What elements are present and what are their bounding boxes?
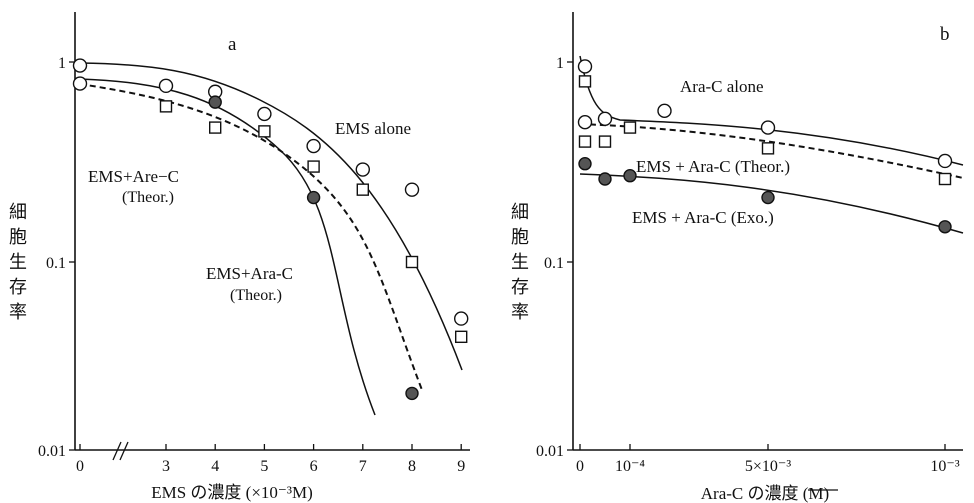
y-ticks-b: 0.01 0.1 1 <box>536 55 573 460</box>
data-point-square <box>159 100 173 113</box>
y-tick-label: 0.1 <box>544 255 564 272</box>
y-axis-label-char: 細 <box>511 202 529 222</box>
data-point-open-circle <box>454 311 469 326</box>
y-tick-label: 1 <box>58 55 66 72</box>
x-tick-label: 5×10⁻³ <box>745 458 791 475</box>
y-axis-label-char: 率 <box>511 302 529 322</box>
x-axis-label-a: EMS の濃度 (×10⁻³M) <box>151 483 313 502</box>
data-point-filled-circle <box>578 157 592 171</box>
data-point-square <box>405 255 419 269</box>
curve-theor-a <box>79 83 423 391</box>
data-point-square <box>623 121 637 134</box>
data-point-open-circle <box>657 103 672 119</box>
annotation-ara-c-alone: Ara-C alone <box>680 77 764 96</box>
x-tick-label: 9 <box>457 458 465 475</box>
x-ticks-b: 0 10⁻⁴ 5×10⁻³ 10⁻³ <box>576 444 960 475</box>
data-point-filled-circle <box>306 190 321 205</box>
fit-curves-b <box>579 55 964 234</box>
curve-theor-b <box>579 123 964 179</box>
chart-panel-b: b Ara-C の濃度 (M) 0.01 0.1 1 0 10⁻⁴ 5×10⁻³ 10⁻³… <box>536 12 964 503</box>
data-point-open-circle <box>257 106 272 122</box>
panel-label-a: a <box>228 34 237 55</box>
data-point-filled-circle <box>598 172 612 186</box>
data-point-square <box>356 183 369 196</box>
annotation-exo-b: EMS + Ara-C (Exo.) <box>632 208 774 227</box>
x-tick-label: 6 <box>310 458 318 475</box>
data-point-open-circle <box>355 162 370 177</box>
y-tick-label: 0.01 <box>536 443 564 460</box>
x-tick-label: 10⁻³ <box>930 458 959 475</box>
annotation-theor-a: EMS+Are−C <box>88 167 179 186</box>
data-point-open-circle <box>577 59 593 74</box>
data-point-square <box>307 160 320 173</box>
y-axis-label-char: 生 <box>511 252 529 272</box>
data-point-filled-circle <box>938 220 952 234</box>
data-point-open-circle <box>760 120 776 135</box>
x-tick-label: 8 <box>408 458 416 475</box>
y-ticks-a: 0.01 0.1 1 <box>38 55 75 460</box>
data-point-filled-circle <box>208 95 222 109</box>
data-point-open-circle <box>72 76 88 91</box>
data-point-open-circle <box>597 111 613 126</box>
y-axis-label-char: 胞 <box>9 227 27 247</box>
annotation-ems-ara-c-sub: (Theor.) <box>230 287 282 304</box>
y-axis-label-char: 率 <box>9 302 27 322</box>
x-axis-break-a <box>112 441 129 461</box>
data-points-b <box>577 59 953 234</box>
data-point-square <box>455 330 468 344</box>
x-tick-label: 10⁻⁴ <box>615 458 645 475</box>
chart-panel-a: a EMS の濃度 (×10⁻³M) 0.01 0.1 1 0 3 4 5 6 7 8 9 EMS… <box>38 12 470 502</box>
y-tick-label: 0.1 <box>46 255 66 272</box>
x-tick-label: 7 <box>359 458 367 475</box>
y-axis-label-char: 存 <box>511 277 529 297</box>
data-point-open-circle <box>577 115 593 130</box>
curve-ara-c-alone <box>579 55 964 166</box>
data-point-square <box>578 75 592 88</box>
curve-ems-ara-c <box>79 78 376 416</box>
x-tick-label: 4 <box>211 458 219 475</box>
data-point-open-circle <box>158 78 174 94</box>
data-point-open-circle <box>937 153 953 169</box>
x-tick-label: 3 <box>162 458 170 475</box>
data-point-square <box>208 121 222 134</box>
y-axis-label-char: 存 <box>9 277 27 297</box>
data-point-open-circle <box>404 182 420 197</box>
data-point-open-circle <box>72 58 88 73</box>
y-axis-label-char: 細 <box>9 202 27 222</box>
x-ticks-a: 0 3 4 5 6 7 8 9 <box>76 444 465 475</box>
panel-label-b: b <box>940 24 950 45</box>
y-axis-label-char: 胞 <box>511 227 529 247</box>
x-tick-label: 5 <box>260 458 268 475</box>
data-points-a <box>72 58 469 401</box>
data-point-square <box>578 135 592 148</box>
data-point-square <box>938 172 952 186</box>
x-tick-label: 0 <box>576 458 584 475</box>
data-point-filled-circle <box>761 190 775 205</box>
data-point-square <box>761 142 775 155</box>
x-axis-label-b: Ara-C の濃度 (M) <box>701 484 829 503</box>
data-point-filled-circle <box>623 169 637 183</box>
data-point-filled-circle <box>405 386 419 401</box>
y-tick-label: 0.01 <box>38 443 66 460</box>
annotation-ems-alone: EMS alone <box>335 119 411 138</box>
data-point-square <box>258 125 271 138</box>
x-tick-label: 0 <box>76 458 84 475</box>
annotation-theor-b: EMS + Ara-C (Theor.) <box>636 157 790 176</box>
fit-curves-a <box>79 62 463 416</box>
curve-exo-b <box>579 173 964 234</box>
y-tick-label: 1 <box>556 55 564 72</box>
y-axis-label-char: 生 <box>9 252 27 272</box>
annotation-theor-a-sub: (Theor.) <box>122 189 174 206</box>
data-point-open-circle <box>306 138 321 154</box>
annotation-ems-ara-c: EMS+Ara-C <box>206 264 293 283</box>
curve-ems-alone <box>79 62 463 371</box>
data-point-square <box>598 135 612 148</box>
